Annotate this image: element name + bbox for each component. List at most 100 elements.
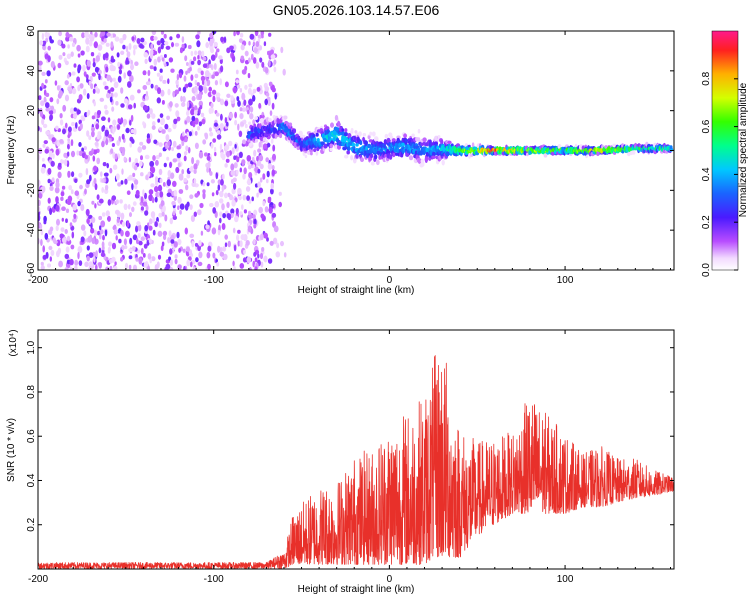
noise-cell bbox=[265, 92, 270, 97]
noise-cell bbox=[280, 240, 284, 247]
noise-cell bbox=[71, 71, 76, 76]
x-tick-label: 100 bbox=[557, 275, 574, 286]
noise-cell bbox=[41, 82, 45, 89]
noise-cell bbox=[138, 240, 143, 246]
noise-cell bbox=[189, 167, 194, 172]
noise-cell bbox=[231, 212, 234, 219]
noise-cell bbox=[190, 261, 193, 268]
noise-cell bbox=[152, 216, 156, 224]
noise-cell bbox=[42, 245, 45, 253]
noise-cell bbox=[147, 253, 152, 260]
noise-cell bbox=[160, 43, 164, 50]
noise-cell bbox=[38, 214, 41, 222]
spectrogram-x-label: Height of straight line (km) bbox=[298, 285, 415, 296]
noise-cell bbox=[134, 184, 138, 190]
noise-cell bbox=[163, 54, 167, 58]
noise-cell bbox=[129, 94, 135, 101]
noise-cell bbox=[91, 130, 95, 138]
noise-cell bbox=[144, 58, 148, 64]
noise-cell bbox=[270, 54, 276, 60]
noise-cell bbox=[69, 222, 73, 227]
noise-cell bbox=[154, 186, 159, 193]
noise-cell bbox=[150, 83, 154, 89]
noise-cell bbox=[214, 71, 219, 77]
noise-cell bbox=[179, 48, 183, 54]
noise-cell bbox=[148, 218, 153, 225]
noise-cell bbox=[144, 94, 149, 101]
noise-cell bbox=[112, 127, 115, 135]
noise-cell bbox=[202, 192, 206, 200]
noise-cell bbox=[74, 264, 78, 270]
noise-cell bbox=[159, 68, 163, 73]
noise-cell bbox=[236, 169, 239, 175]
noise-cell bbox=[224, 234, 228, 240]
noise-cell bbox=[40, 239, 43, 246]
noise-cell bbox=[132, 201, 137, 206]
noise-cell bbox=[196, 82, 200, 87]
noise-cell bbox=[162, 79, 167, 84]
noise-cell bbox=[61, 43, 66, 49]
noise-cell bbox=[41, 71, 46, 76]
noise-cell bbox=[148, 238, 152, 244]
noise-cell bbox=[103, 172, 109, 177]
noise-cell bbox=[111, 242, 117, 250]
noise-cell bbox=[249, 106, 254, 113]
noise-cell bbox=[100, 31, 106, 37]
noise-cell bbox=[127, 204, 131, 210]
noise-cell bbox=[165, 134, 170, 142]
noise-cell bbox=[229, 45, 234, 51]
noise-cell bbox=[255, 41, 260, 47]
noise-cell bbox=[96, 134, 100, 140]
noise-cell bbox=[163, 33, 167, 39]
noise-cell bbox=[86, 218, 90, 225]
noise-cell bbox=[142, 85, 148, 90]
noise-cell bbox=[247, 225, 252, 233]
noise-cell bbox=[49, 114, 53, 122]
noise-cell bbox=[211, 89, 217, 95]
noise-cell bbox=[66, 235, 71, 242]
noise-cell bbox=[193, 178, 197, 185]
noise-cell bbox=[151, 31, 157, 36]
noise-cell bbox=[210, 179, 215, 184]
noise-cell bbox=[224, 117, 228, 124]
noise-cell bbox=[187, 82, 193, 88]
noise-cell bbox=[123, 238, 127, 246]
noise-cell bbox=[244, 84, 248, 90]
noise-cell bbox=[45, 37, 49, 43]
noise-cell bbox=[63, 159, 68, 166]
noise-cell bbox=[158, 222, 162, 228]
noise-cell bbox=[226, 93, 231, 99]
noise-cell bbox=[128, 43, 132, 50]
noise-cell bbox=[266, 237, 269, 242]
noise-cell bbox=[154, 196, 158, 203]
noise-cell bbox=[68, 185, 73, 191]
noise-cell bbox=[115, 235, 118, 241]
noise-cell bbox=[257, 253, 260, 259]
noise-cell bbox=[91, 72, 96, 77]
noise-cell bbox=[111, 256, 116, 263]
noise-cell bbox=[207, 91, 213, 98]
noise-cell bbox=[77, 246, 83, 254]
noise-cell bbox=[182, 131, 185, 137]
noise-cell bbox=[198, 251, 203, 259]
noise-cell bbox=[133, 128, 137, 136]
noise-cell bbox=[98, 215, 103, 221]
noise-cell bbox=[84, 31, 89, 38]
noise-cell bbox=[61, 159, 65, 164]
noise-cell bbox=[107, 134, 112, 139]
ridge-cell bbox=[441, 159, 445, 166]
noise-cell bbox=[172, 180, 177, 187]
noise-cell bbox=[215, 172, 219, 180]
ridge-cell bbox=[383, 139, 387, 145]
noise-cell bbox=[133, 102, 136, 109]
noise-cell bbox=[40, 228, 44, 236]
noise-cell bbox=[153, 36, 158, 41]
noise-cell bbox=[111, 143, 115, 147]
x-tick-label: 0 bbox=[387, 275, 393, 286]
snr-x-axis: -200 -100 0 100 bbox=[28, 330, 671, 585]
noise-cell bbox=[252, 214, 256, 220]
noise-cell bbox=[246, 195, 251, 201]
ridge-cell bbox=[392, 152, 396, 158]
noise-cell bbox=[197, 67, 202, 74]
